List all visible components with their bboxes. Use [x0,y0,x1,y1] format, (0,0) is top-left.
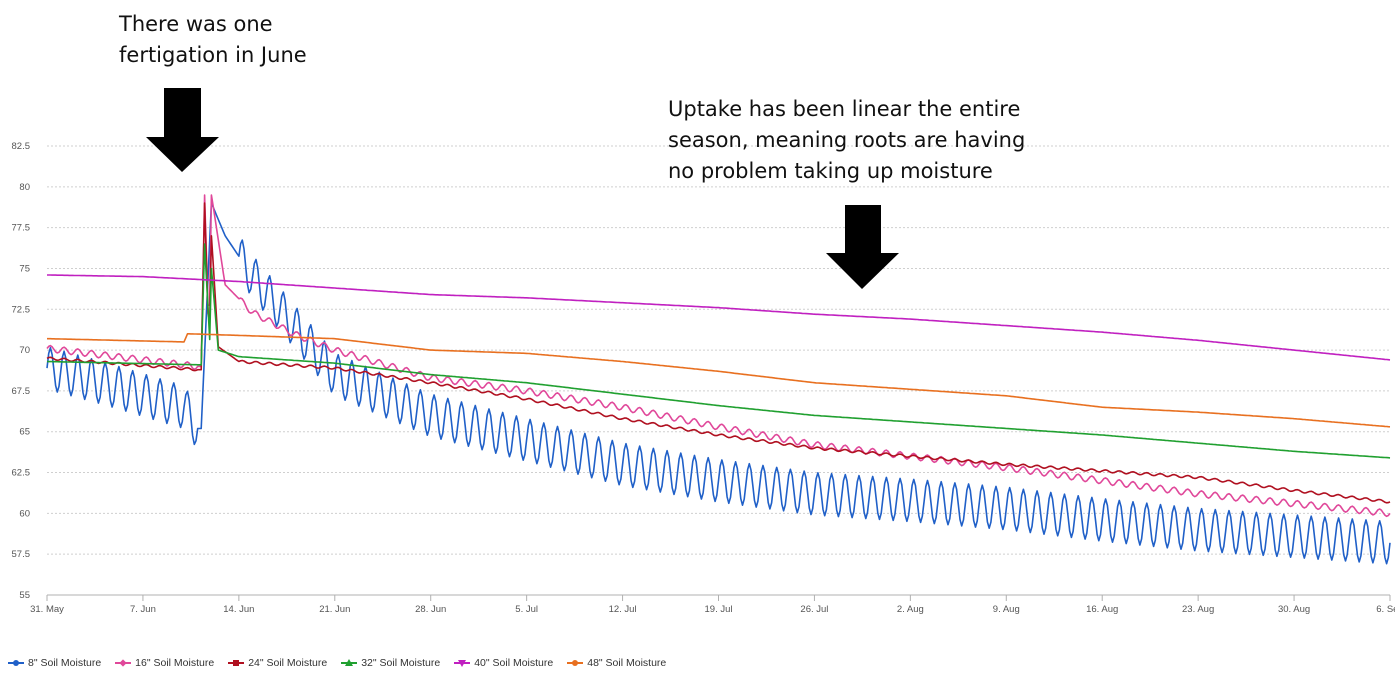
legend-label: 24" Soil Moisture [248,657,328,669]
series-line-2 [46,194,1391,518]
legend-marker-icon [341,658,358,668]
arrow-down-icon [826,205,899,289]
x-tick-label: 2. Aug [897,604,924,615]
chart-legend: 8" Soil Moisture 16" Soil Moisture 24" Soi… [8,657,680,669]
x-tick-label: 16. Aug [1086,604,1118,615]
series-line-4 [46,243,1391,459]
y-tick-label: 80 [19,182,30,193]
series-line-5 [47,274,1391,361]
legend-item-4[interactable]: 32" Soil Moisture [341,657,440,669]
y-tick-label: 65 [19,427,30,438]
plot-series [46,194,1391,565]
series-line-6 [47,333,1391,428]
y-axis-ticks: 55 57.5 60 62.5 65 67.5 70 72.5 75 77.5 80 82.5 [12,141,31,601]
legend-marker-icon [228,658,245,668]
legend-marker-icon [8,658,24,668]
x-tick-label: 7. Jun [130,604,156,615]
legend-item-1[interactable]: 8" Soil Moisture [8,657,101,669]
y-tick-label: 62.5 [12,468,31,479]
x-tick-label: 31. May [30,604,64,615]
legend-item-3[interactable]: 24" Soil Moisture [228,657,327,669]
legend-item-6[interactable]: 48" Soil Moisture [567,657,666,669]
annotation-uptake: Uptake has been linear the entire season… [668,97,1026,183]
y-tick-label: 82.5 [12,141,31,152]
legend-label: 32" Soil Moisture [361,657,441,669]
x-tick-label: 23. Aug [1182,604,1214,615]
legend-label: 40" Soil Moisture [474,657,554,669]
series-line-1 [46,202,1391,565]
y-tick-label: 60 [19,508,30,519]
y-tick-label: 75 [19,263,30,274]
x-tick-label: 30. Aug [1278,604,1310,615]
x-tick-label: 5. Jul [515,604,538,615]
legend-marker-icon [115,658,132,668]
x-tick-label: 21. Jun [319,604,350,615]
x-tick-label: 9. Aug [993,604,1020,615]
x-tick-label: 19. Jul [705,604,733,615]
y-tick-label: 55 [19,590,30,601]
x-tick-label: 6. Sep [1376,604,1395,615]
arrow-down-icon [146,88,219,172]
y-tick-label: 67.5 [12,386,31,397]
legend-label: 8" Soil Moisture [28,657,102,669]
x-tick-label: 14. Jun [223,604,254,615]
legend-label: 48" Soil Moisture [587,657,667,669]
annotation-arrows [146,88,899,289]
y-tick-label: 72.5 [12,304,31,315]
y-tick-label: 70 [19,345,30,356]
legend-label: 16" Soil Moisture [135,657,215,669]
x-tick-label: 12. Jul [609,604,637,615]
annotation-fertigation: There was one fertigation in June [119,12,307,67]
legend-item-2[interactable]: 16" Soil Moisture [115,657,214,669]
series-line-3 [46,202,1391,504]
legend-item-5[interactable]: 40" Soil Moisture [454,657,553,669]
legend-marker-icon [567,658,584,668]
x-tick-label: 28. Jun [415,604,446,615]
legend-marker-icon [454,658,471,668]
y-tick-label: 57.5 [12,549,31,560]
x-tick-label: 26. Jul [800,604,828,615]
y-tick-label: 77.5 [12,223,31,234]
x-axis: 31. May 7. Jun 14. Jun 21. Jun 28. Jun 5. Jul… [30,594,1395,615]
